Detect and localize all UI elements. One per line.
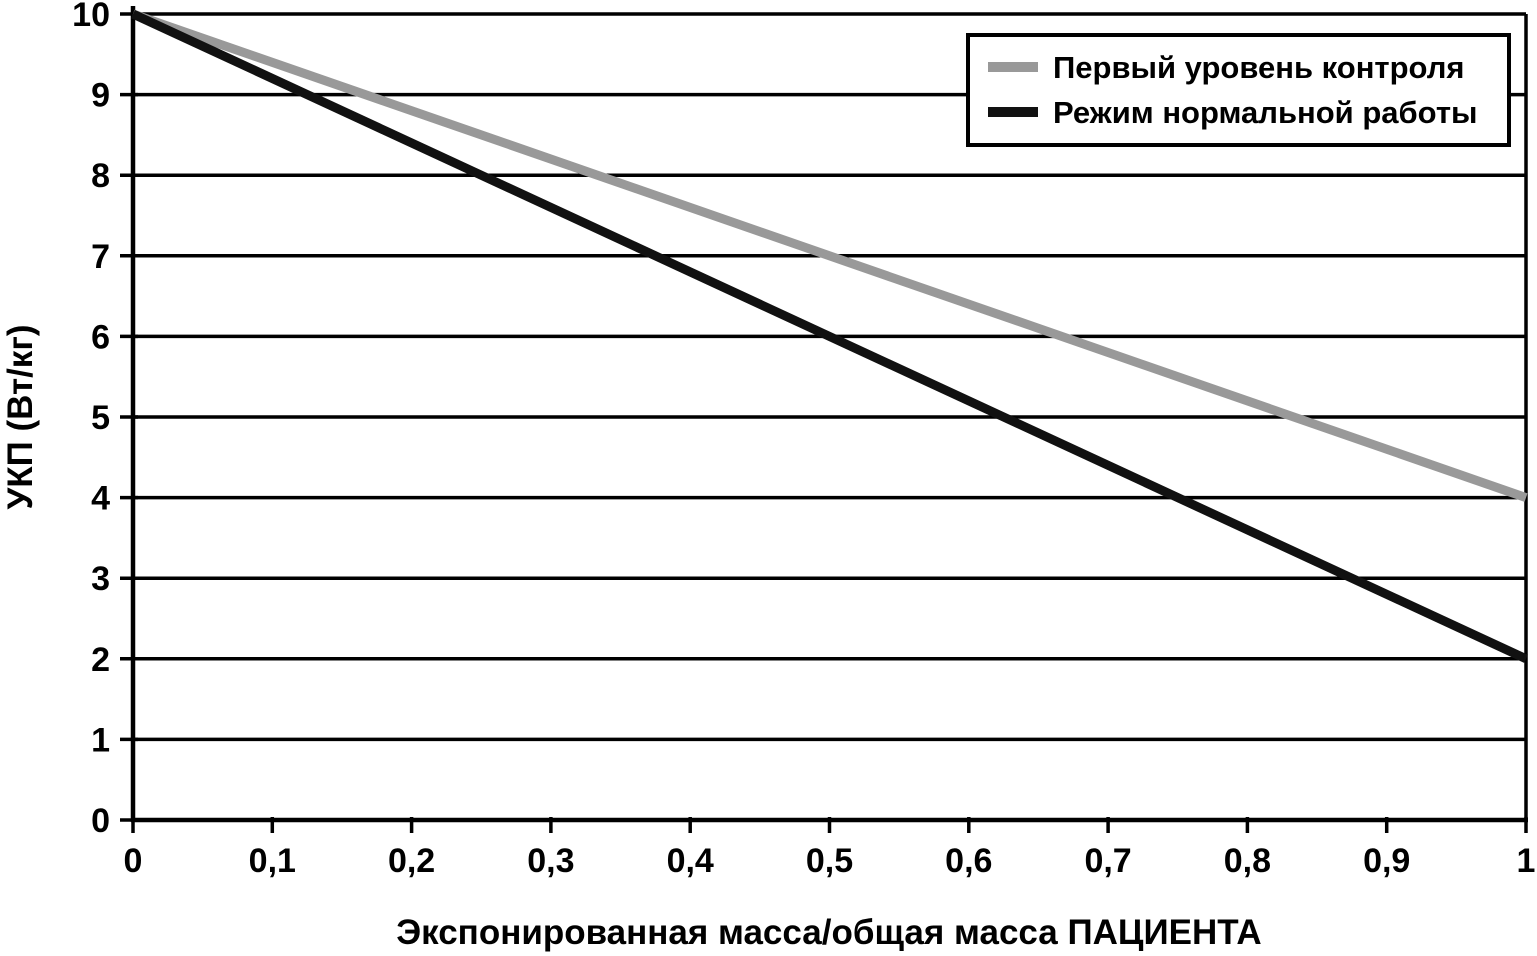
series-line-1 [131, 9, 1528, 663]
y-tick-label: 6 [91, 318, 110, 356]
y-axis-title: УКП (Вт/кг) [1, 324, 40, 509]
x-tick-label: 0,8 [1224, 842, 1271, 880]
data-series [131, 9, 1528, 663]
y-tick-label: 1 [91, 721, 110, 759]
legend: Первый уровень контроля Режим нормальной … [966, 33, 1511, 147]
y-tick-label: 7 [91, 238, 110, 276]
x-axis-title: Экспонированная масса/общая масса ПАЦИЕН… [396, 913, 1261, 952]
x-tick-label: 0,6 [945, 842, 992, 880]
y-tick-label: 4 [91, 480, 110, 518]
y-tick-label: 3 [91, 560, 110, 598]
x-tick-label: 0,7 [1084, 842, 1131, 880]
legend-box [966, 33, 1511, 147]
legend-label: Первый уровень контроля [1053, 50, 1464, 85]
y-tick-label: 9 [91, 77, 110, 115]
tick-labels: 0 1 2 3 4 5 6 7 8 9 10 0 0,1 0,2 0,3 0,4 0,5 0,6 0,7 0,8 0,9… [72, 0, 1535, 880]
y-tick-label: 10 [72, 0, 110, 34]
y-tick-label: 8 [91, 157, 110, 195]
x-tick-label: 0,3 [527, 842, 574, 880]
x-tick-label: 0 [124, 842, 143, 880]
series-line-0 [131, 9, 1528, 502]
y-tick-label: 0 [91, 802, 110, 840]
x-tick-label: 0,1 [249, 842, 296, 880]
x-tick-label: 0,4 [667, 842, 714, 880]
x-tick-label: 0,9 [1363, 842, 1410, 880]
y-tick-label: 5 [91, 399, 110, 437]
legend-label: Режим нормальной работы [1053, 95, 1478, 130]
x-tick-label: 0,2 [388, 842, 435, 880]
tick-marks [120, 12, 1528, 833]
x-tick-label: 0,5 [806, 842, 853, 880]
y-tick-label: 2 [91, 641, 110, 679]
x-tick-label: 1 [1517, 842, 1536, 880]
